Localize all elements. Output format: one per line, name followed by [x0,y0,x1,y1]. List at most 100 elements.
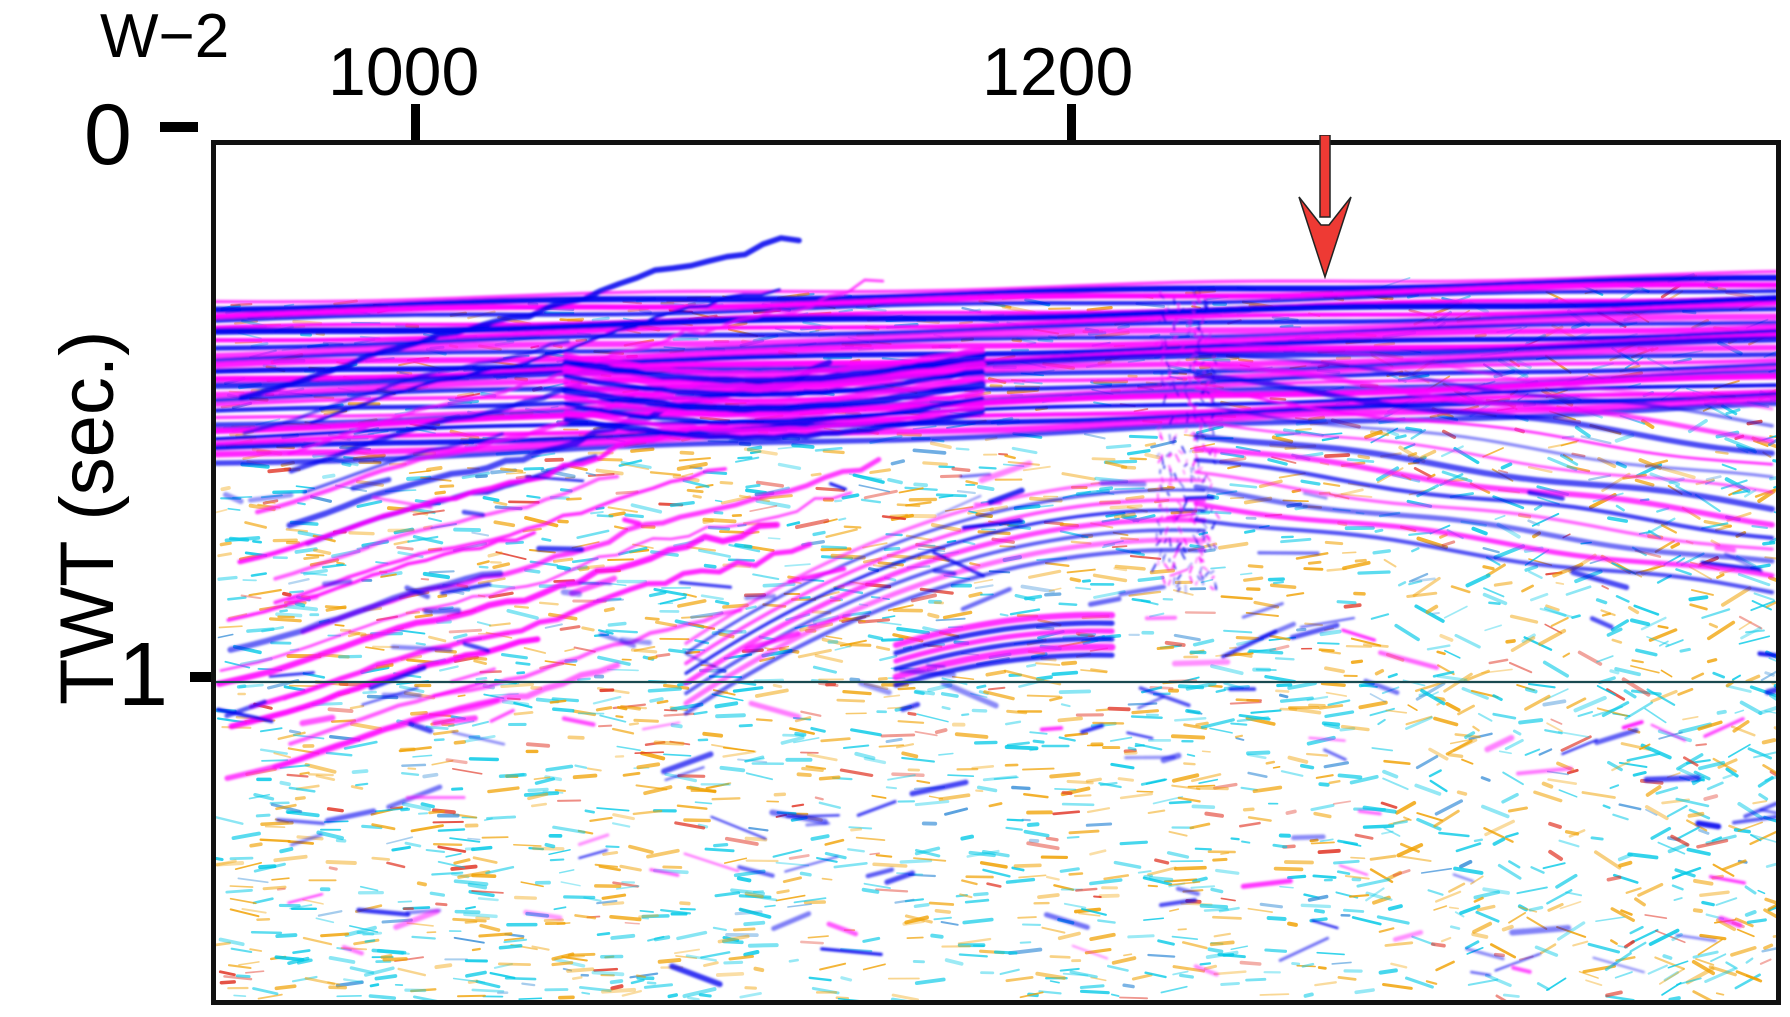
noise-dash [410,988,437,993]
noise-dash [407,535,439,543]
noise-dash [821,877,833,881]
noise-dash [1701,900,1715,907]
noise-dash [1473,896,1484,903]
deep-reflector-fragment [1357,809,1382,816]
noise-dash [889,513,909,518]
reflector-band [1194,402,1774,479]
noise-dash [473,659,488,665]
noise-dash [775,861,810,867]
deep-reflector-fragment [1743,801,1776,819]
noise-dash [1171,784,1201,791]
deep-reflector-fragment [216,707,274,724]
noise-dash [1200,718,1235,729]
noise-dash [1166,851,1190,859]
noise-dash [1354,833,1374,840]
noise-dash [797,648,832,659]
reflector-band [224,697,500,781]
noise-dash [634,751,665,755]
noise-dash [673,948,701,955]
noise-dash [1634,897,1646,907]
deep-reflector-fragment [341,945,364,956]
reflector-band [1194,350,1774,428]
noise-dash [1769,476,1776,481]
noise-dash [1317,642,1340,645]
noise-dash [1429,779,1448,793]
noise-dash [1287,874,1307,880]
noise-dash [1279,885,1294,889]
noise-dash [476,560,490,566]
deep-reflector-fragment [1118,584,1167,597]
noise-dash [1725,684,1752,693]
noise-dash [1303,567,1324,571]
noise-dash [492,562,511,569]
noise-dash [1548,849,1563,861]
chaotic-dash [1180,551,1186,560]
noise-dash [307,773,334,777]
noise-dash [1687,811,1705,818]
reflector-band [216,320,1776,363]
noise-dash [1369,707,1395,717]
noise-dash [1573,695,1607,713]
noise-dash [386,861,406,869]
noise-dash [581,626,595,632]
noise-dash [283,685,306,692]
noise-dash [1745,674,1761,683]
noise-dash [938,793,971,802]
noise-dash [489,971,516,980]
chaotic-dash [1205,390,1211,395]
noise-dash [971,764,995,770]
deep-reflector-fragment [1392,930,1424,942]
noise-dash [732,686,764,693]
chaotic-dash [1162,553,1167,560]
noise-dash [1014,593,1036,602]
noise-dash [703,563,717,569]
noise-dash [1590,836,1604,841]
noise-dash [1319,838,1334,843]
noise-dash [218,625,243,629]
noise-dash [800,710,822,717]
noise-dash [607,621,627,627]
noise-dash [1310,841,1335,845]
noise-dash [1168,830,1188,837]
noise-dash [578,986,612,993]
deep-reflector-fragment [561,716,596,727]
noise-dash [683,818,711,823]
noise-dash [1287,755,1309,764]
noise-dash [1324,710,1355,719]
noise-dash [1346,457,1375,464]
chaotic-dash [1150,563,1157,573]
deep-reflector-fragment [660,751,714,775]
noise-dash [878,744,905,748]
noise-dash [1059,967,1080,972]
noise-dash [1600,609,1616,617]
noise-dash [641,914,670,919]
time-label-1: 1 [118,625,169,725]
noise-dash [344,925,377,937]
noise-dash [744,891,764,899]
noise-dash [655,620,678,628]
noise-dash [1606,875,1622,882]
noise-dash [679,450,695,456]
noise-dash [610,984,624,991]
noise-dash [819,962,847,971]
noise-dash [244,521,267,529]
noise-dash [1152,795,1184,805]
noise-dash [1715,897,1738,906]
noise-dash [1445,701,1461,712]
noise-dash [1075,586,1092,591]
deep-reflector-fragment [1570,569,1630,591]
noise-dash [1019,991,1044,999]
chaotic-dash [1182,375,1186,383]
noise-dash [452,977,486,984]
noise-dash [1127,374,1138,378]
deep-reflector-fragment [1144,615,1178,621]
noise-dash [1615,595,1630,603]
noise-dash [1244,529,1256,534]
chaotic-dash [1211,397,1215,404]
noise-dash [682,987,717,999]
noise-dash [1227,464,1242,470]
noise-dash [1768,575,1776,583]
deep-reflector-fragment [461,509,486,518]
noise-dash [941,705,951,711]
deep-reflector-fragment [898,667,957,678]
